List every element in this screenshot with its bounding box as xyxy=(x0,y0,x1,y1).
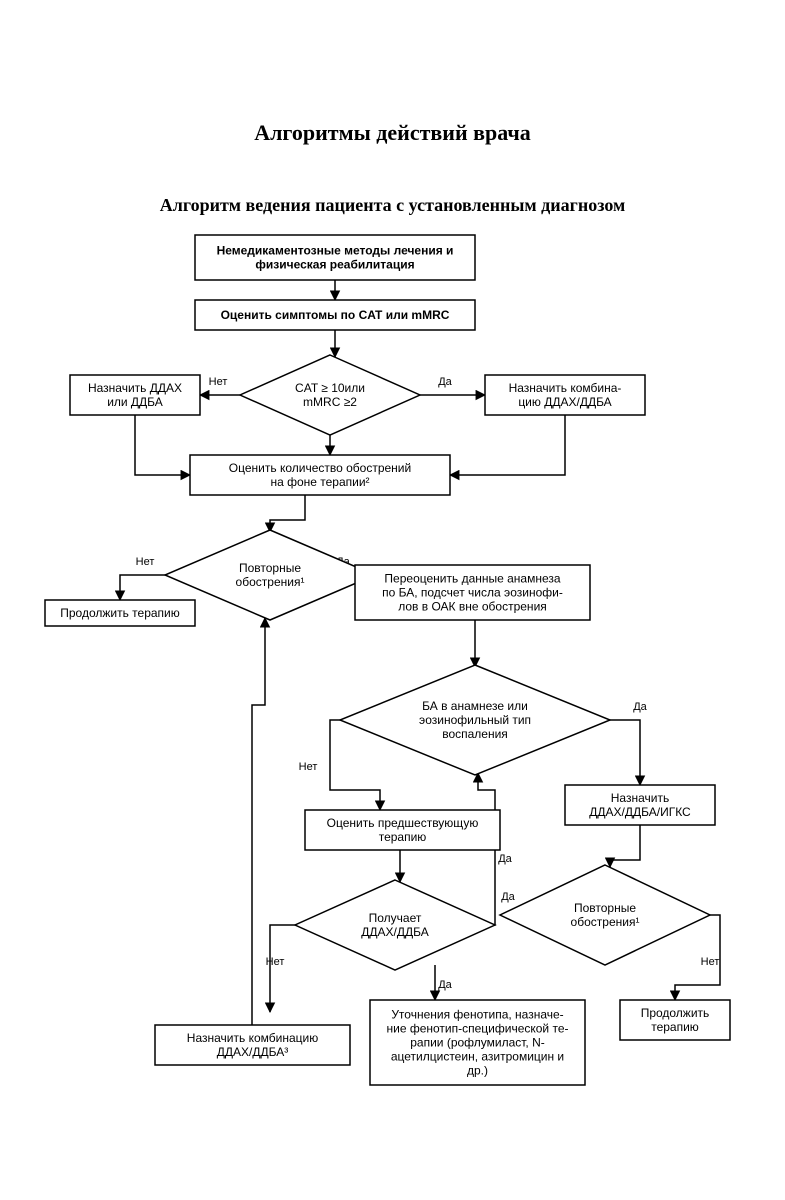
node-n7: Переоценить данные анамнезапо БА, подсче… xyxy=(355,565,590,620)
node-text: mMRC ≥2 xyxy=(303,395,357,409)
edge xyxy=(605,720,640,785)
page-title: Алгоритмы действий врача xyxy=(0,120,785,146)
section-title: Алгоритм ведения пациента с установленны… xyxy=(0,195,785,216)
edge-label: Да xyxy=(633,701,647,713)
node-text: Переоценить данные анамнеза xyxy=(384,572,560,586)
node-n2: Оценить симптомы по CAT или mMRC xyxy=(195,300,475,330)
node-text: Получает xyxy=(369,911,422,925)
edge xyxy=(450,415,565,475)
edge-label: Да xyxy=(501,891,515,903)
node-d2: Повторныеобострения¹ xyxy=(165,530,375,620)
node-text: Оценить количество обострений xyxy=(229,461,411,475)
node-text: терапию xyxy=(379,830,427,844)
node-text: по БА, подсчет числа эозинофи- xyxy=(382,586,563,600)
node-text: цию ДДАХ/ДДБА xyxy=(518,395,611,409)
node-text: Немедикаментозные методы лечения и xyxy=(217,244,454,258)
node-text: эозинофильный тип xyxy=(419,713,531,727)
node-d3: БА в анамнезе илиэозинофильный типвоспал… xyxy=(340,665,610,775)
edge xyxy=(610,825,640,867)
node-n4: Назначить комбина-цию ДДАХ/ДДБА xyxy=(485,375,645,415)
edge-label: Да xyxy=(498,853,512,865)
node-text: Продолжить терапию xyxy=(60,606,180,620)
node-text: ние фенотип-специфической те- xyxy=(387,1022,569,1036)
node-text: обострения¹ xyxy=(236,575,305,589)
node-text: терапию xyxy=(651,1020,699,1034)
node-text: CAT ≥ 10или xyxy=(295,381,365,395)
edge xyxy=(120,575,170,600)
node-n3: Назначить ДДАХили ДДБА xyxy=(70,375,200,415)
node-n8: Оценить предшествующуютерапию xyxy=(305,810,500,850)
edge-label: Нет xyxy=(136,556,155,568)
node-n5: Оценить количество обостренийна фоне тер… xyxy=(190,455,450,495)
edge xyxy=(270,495,305,532)
edge-label: Нет xyxy=(299,761,318,773)
node-text: ДДАХ/ДДБА/ИГКС xyxy=(589,805,691,819)
node-text: Назначить xyxy=(611,791,669,805)
edge-label: Нет xyxy=(209,376,228,388)
node-n12: Уточнения фенотипа, назначе-ние фенотип-… xyxy=(370,1000,585,1085)
node-d4: ПолучаетДДАХ/ДДБА xyxy=(295,880,495,970)
node-d1: CAT ≥ 10илиmMRC ≥2 xyxy=(240,355,420,435)
node-text: Повторные xyxy=(239,561,301,575)
node-text: обострения¹ xyxy=(571,915,640,929)
edge-label: Да xyxy=(438,376,452,388)
node-text: рапии (рофлумиласт, N- xyxy=(410,1036,545,1050)
node-text: Назначить комбинацию xyxy=(187,1031,318,1045)
node-n10: Продолжитьтерапию xyxy=(620,1000,730,1040)
edge-label: Нет xyxy=(266,956,285,968)
node-text: Оценить предшествующую xyxy=(327,816,479,830)
edge xyxy=(252,618,265,1025)
node-text: Назначить ДДАХ xyxy=(88,381,182,395)
node-n1: Немедикаментозные методы лечения ифизиче… xyxy=(195,235,475,280)
node-text: ДДАХ/ДДБА xyxy=(361,925,428,939)
node-text: др.) xyxy=(467,1064,488,1078)
page: Алгоритмы действий врача Алгоритм ведени… xyxy=(0,0,785,1200)
edge-label: Нет xyxy=(701,956,720,968)
node-text: лов в ОАК вне обострения xyxy=(398,600,547,614)
node-text: Продолжить xyxy=(641,1006,710,1020)
edge xyxy=(270,925,300,1012)
node-text: БА в анамнезе или xyxy=(422,699,528,713)
node-n6: Продолжить терапию xyxy=(45,600,195,626)
node-text: Оценить симптомы по CAT или mMRC xyxy=(221,308,450,322)
node-d5: Повторныеобострения¹ xyxy=(500,865,710,965)
edge-label: Да xyxy=(438,979,452,991)
node-text: Повторные xyxy=(574,901,636,915)
node-n9: НазначитьДДАХ/ДДБА/ИГКС xyxy=(565,785,715,825)
node-text: Уточнения фенотипа, назначе- xyxy=(391,1008,563,1022)
node-text: или ДДБА xyxy=(107,395,163,409)
flowchart: НетДаНетДаНетДаНетДаДаНетДаНемедикаменто… xyxy=(40,230,740,1190)
node-text: воспаления xyxy=(442,727,508,741)
node-text: ацетилцистеин, азитромицин и xyxy=(391,1050,564,1064)
edge xyxy=(135,415,190,475)
node-text: ДДАХ/ДДБА³ xyxy=(217,1045,288,1059)
nodes: Немедикаментозные методы лечения ифизиче… xyxy=(45,235,730,1085)
node-n11: Назначить комбинациюДДАХ/ДДБА³ xyxy=(155,1025,350,1065)
node-text: Назначить комбина- xyxy=(509,381,622,395)
node-text: физическая реабилитация xyxy=(255,258,414,272)
node-text: на фоне терапии² xyxy=(270,475,369,489)
